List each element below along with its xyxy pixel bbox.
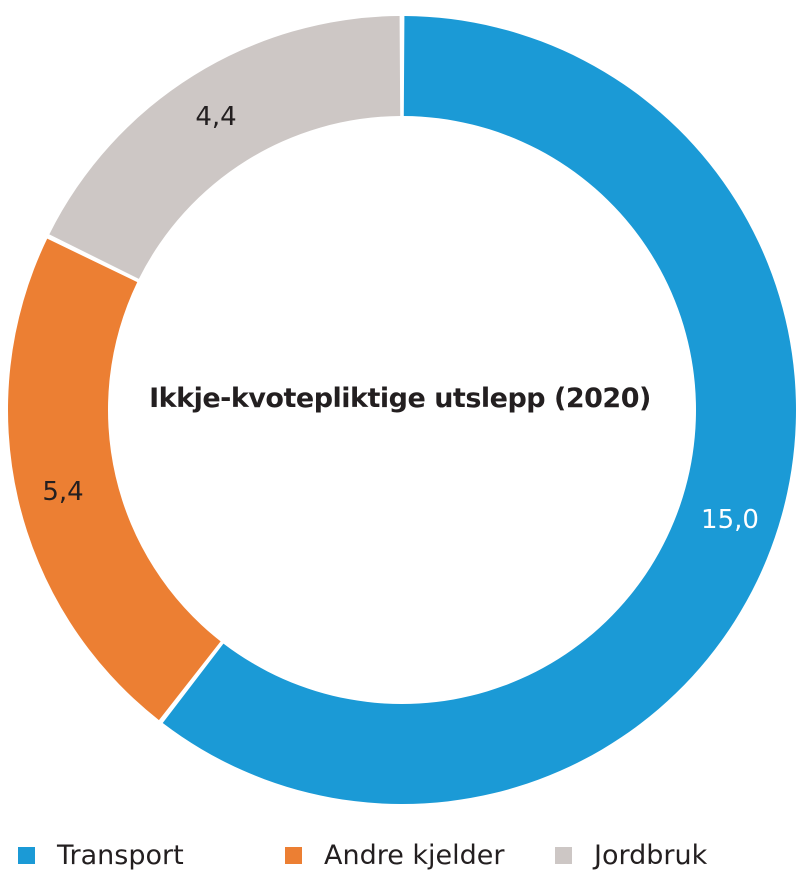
segment-transport (162, 16, 797, 805)
value-label-jordbruk: 4,4 (195, 102, 237, 132)
legend-label: Jordbruk (594, 840, 708, 871)
legend-item-transport: Transport (18, 840, 184, 871)
legend-item-andre-kjelder: Andre kjelder (285, 840, 505, 871)
legend-item-jordbruk: Jordbruk (555, 840, 707, 871)
legend-label: Transport (57, 840, 184, 871)
legend-swatch-transport (18, 847, 35, 864)
legend-swatch-jordbruk (555, 847, 572, 864)
value-label-transport: 15,0 (701, 505, 759, 535)
segment-jordbruk (49, 16, 401, 279)
donut-chart (7, 16, 797, 805)
legend: Transport Andre kjelder Jordbruk (0, 840, 800, 880)
value-label-andre-kjelder: 5,4 (42, 477, 84, 507)
legend-label: Andre kjelder (324, 840, 505, 871)
chart-title: Ikkje-kvotepliktige utslepp (2020) (149, 383, 651, 414)
donut-segments (7, 16, 797, 805)
legend-swatch-andre-kjelder (285, 847, 302, 864)
segment-andre-kjelder (7, 238, 221, 721)
